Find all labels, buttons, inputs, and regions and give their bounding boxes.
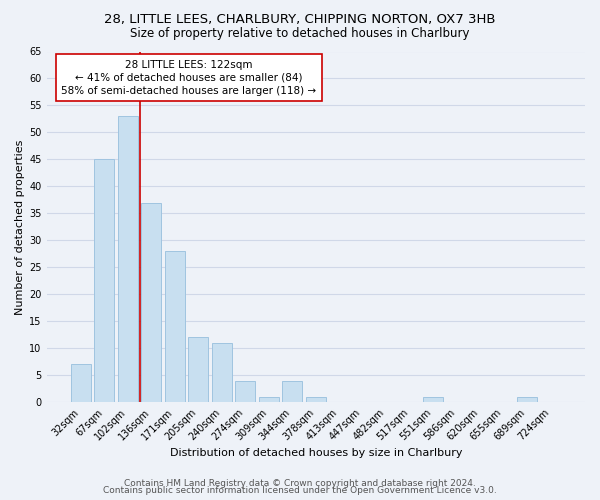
Bar	[118, 116, 138, 402]
Text: Contains public sector information licensed under the Open Government Licence v3: Contains public sector information licen…	[103, 486, 497, 495]
Bar	[259, 397, 279, 402]
Y-axis label: Number of detached properties: Number of detached properties	[15, 139, 25, 314]
Bar	[165, 251, 185, 402]
Bar	[94, 160, 115, 402]
Bar	[71, 364, 91, 402]
Bar	[142, 202, 161, 402]
Bar	[517, 397, 537, 402]
Text: 28 LITTLE LEES: 122sqm
← 41% of detached houses are smaller (84)
58% of semi-det: 28 LITTLE LEES: 122sqm ← 41% of detached…	[61, 60, 317, 96]
Bar	[283, 380, 302, 402]
Bar	[235, 380, 256, 402]
Bar	[306, 397, 326, 402]
Bar	[212, 343, 232, 402]
X-axis label: Distribution of detached houses by size in Charlbury: Distribution of detached houses by size …	[170, 448, 462, 458]
Text: Size of property relative to detached houses in Charlbury: Size of property relative to detached ho…	[130, 28, 470, 40]
Text: Contains HM Land Registry data © Crown copyright and database right 2024.: Contains HM Land Registry data © Crown c…	[124, 478, 476, 488]
Bar	[423, 397, 443, 402]
Text: 28, LITTLE LEES, CHARLBURY, CHIPPING NORTON, OX7 3HB: 28, LITTLE LEES, CHARLBURY, CHIPPING NOR…	[104, 12, 496, 26]
Bar	[188, 338, 208, 402]
